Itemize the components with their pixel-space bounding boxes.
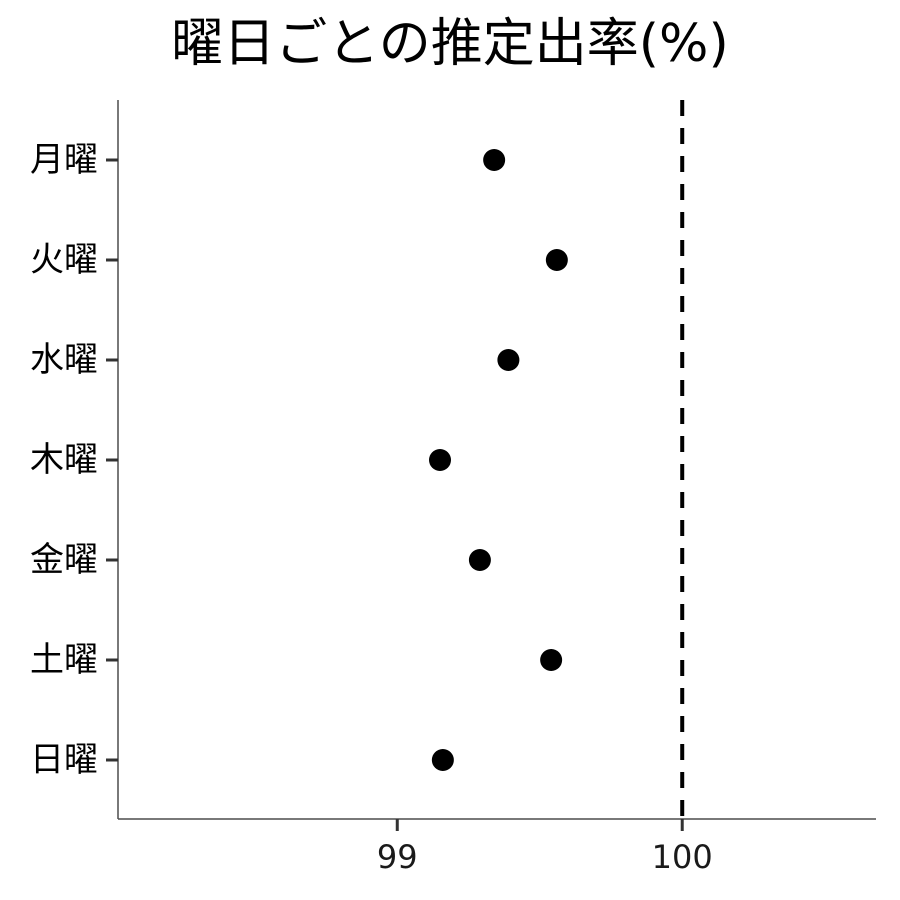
y-tick-label: 土曜	[30, 640, 98, 680]
data-point	[497, 349, 520, 371]
chart-title: 曜日ごとの推定出率(%)	[171, 14, 729, 74]
points-layer	[429, 149, 568, 771]
x-ticks-layer: 99 100	[377, 819, 713, 876]
y-tick-label: 金曜	[30, 540, 98, 580]
x-tick-label: 99	[377, 838, 418, 876]
y-tick-label: 火曜	[30, 240, 98, 280]
axes	[117, 100, 876, 820]
y-tick-label: 木曜	[30, 440, 98, 480]
y-tick-label: 日曜	[30, 740, 98, 780]
x-tick-label: 100	[652, 838, 713, 876]
data-point	[540, 649, 563, 671]
data-point	[468, 549, 491, 571]
y-tick-label: 月曜	[30, 140, 98, 180]
data-point	[431, 749, 454, 771]
y-tick-label: 水曜	[30, 340, 98, 380]
data-point	[483, 149, 506, 171]
data-point	[545, 249, 568, 271]
data-point	[429, 449, 452, 471]
